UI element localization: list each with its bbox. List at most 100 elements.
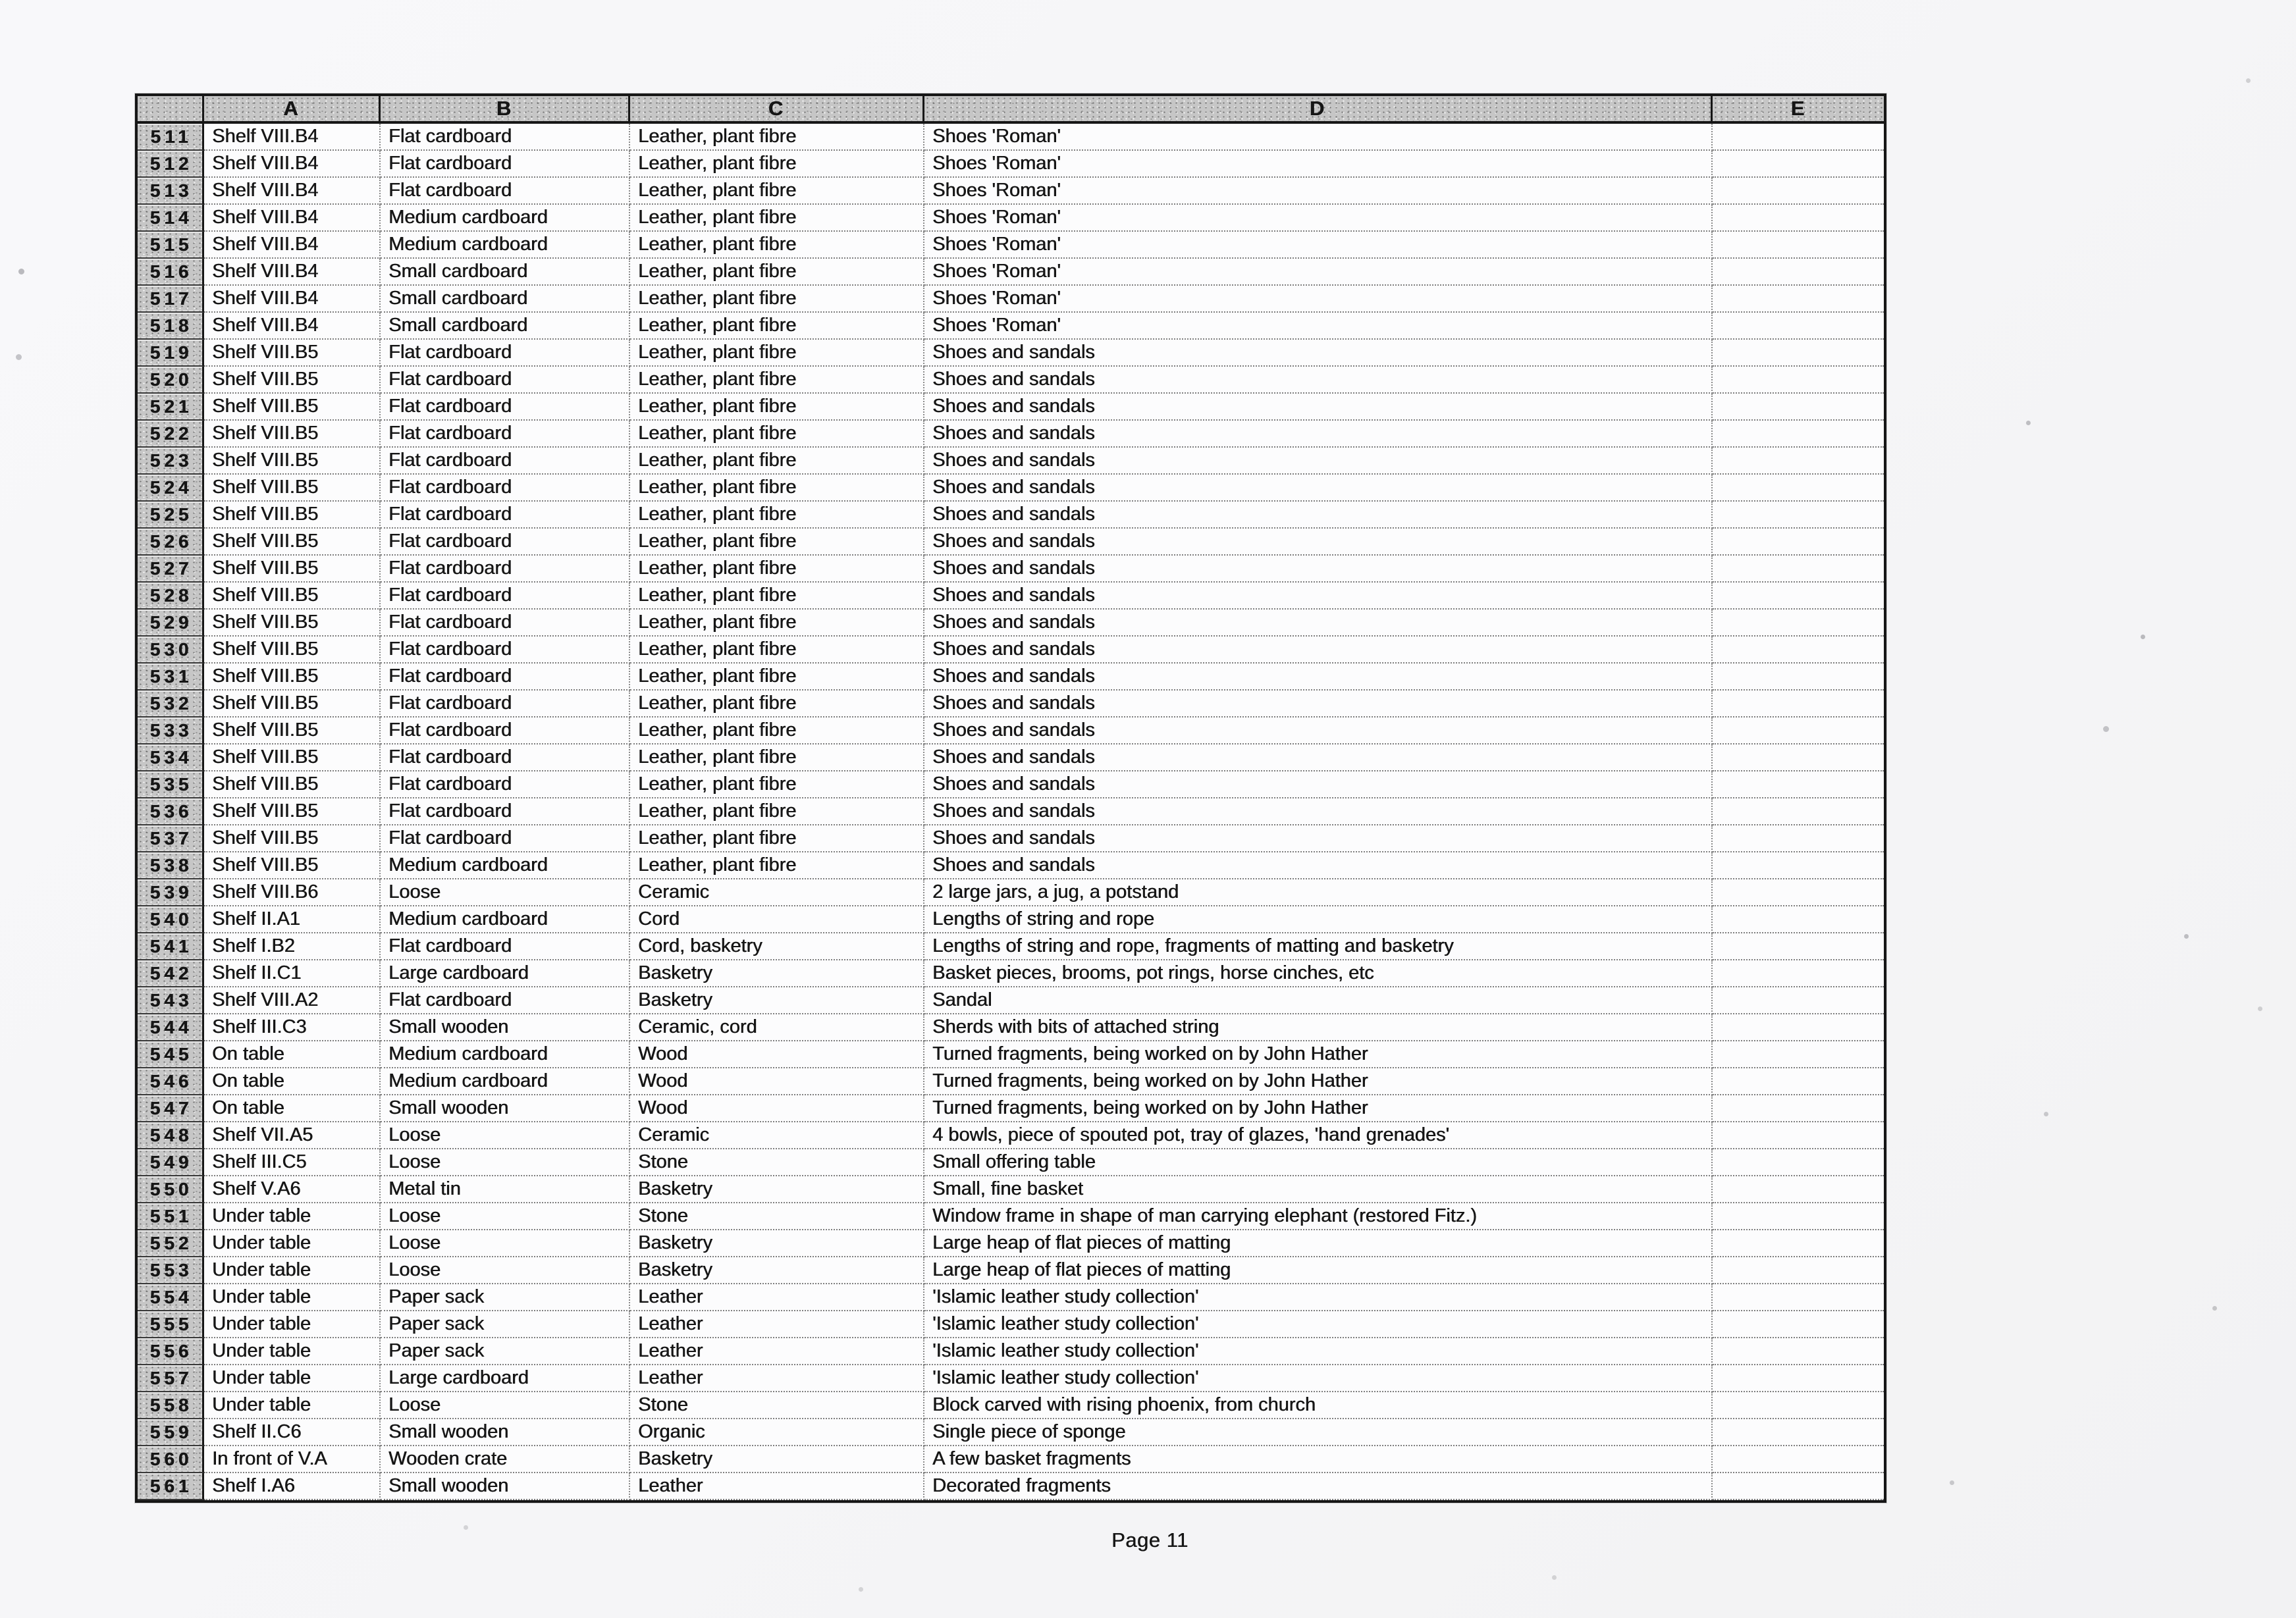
cell-location: Shelf II.C6 xyxy=(204,1419,381,1446)
row-number-cell: 521 xyxy=(138,394,204,421)
page-number-label: Page 11 xyxy=(1111,1528,1188,1552)
cell-empty xyxy=(1713,259,1884,286)
cell-container: Flat cardboard xyxy=(381,933,630,960)
cell-material: Leather, plant fibre xyxy=(630,313,924,340)
row-number-cell: 548 xyxy=(138,1122,204,1149)
cell-location: Shelf VIII.B5 xyxy=(204,583,381,610)
cell-container: Medium cardboard xyxy=(381,232,630,259)
cell-container: Small wooden xyxy=(381,1095,630,1122)
table-row: 538 Shelf VIII.B5 Medium cardboard Leath… xyxy=(138,852,1884,879)
cell-container: Flat cardboard xyxy=(381,178,630,205)
cell-location: Shelf VIII.B5 xyxy=(204,502,381,529)
row-number-cell: 525 xyxy=(138,502,204,529)
cell-container: Loose xyxy=(381,1203,630,1230)
cell-description: 'Islamic leather study collection' xyxy=(924,1365,1713,1392)
cell-description: Turned fragments, being worked on by Joh… xyxy=(924,1095,1713,1122)
cell-material: Wood xyxy=(630,1068,924,1095)
cell-description: Shoes 'Roman' xyxy=(924,232,1713,259)
row-number-cell: 529 xyxy=(138,610,204,637)
cell-material: Leather xyxy=(630,1284,924,1311)
cell-material: Leather, plant fibre xyxy=(630,852,924,879)
cell-location: Shelf VIII.B5 xyxy=(204,718,381,744)
cell-description: Sherds with bits of attached string xyxy=(924,1014,1713,1041)
row-number-cell: 553 xyxy=(138,1257,204,1284)
row-number-cell: 545 xyxy=(138,1041,204,1068)
cell-empty xyxy=(1713,340,1884,367)
cell-container: Metal tin xyxy=(381,1176,630,1203)
table-row: 549 Shelf III.C5 Loose Stone Small offer… xyxy=(138,1149,1884,1176)
cell-empty xyxy=(1713,1095,1884,1122)
cell-container: Medium cardboard xyxy=(381,852,630,879)
cell-container: Flat cardboard xyxy=(381,610,630,637)
cell-material: Leather xyxy=(630,1311,924,1338)
cell-description: Shoes and sandals xyxy=(924,744,1713,771)
table-row: 543 Shelf VIII.A2 Flat cardboard Basketr… xyxy=(138,987,1884,1014)
cell-material: Leather, plant fibre xyxy=(630,286,924,313)
cell-empty xyxy=(1713,1176,1884,1203)
cell-container: Flat cardboard xyxy=(381,825,630,852)
row-number-cell: 511 xyxy=(138,124,204,151)
cell-empty xyxy=(1713,987,1884,1014)
cell-container: Flat cardboard xyxy=(381,340,630,367)
table-row: 547 On table Small wooden Wood Turned fr… xyxy=(138,1095,1884,1122)
cell-container: Small wooden xyxy=(381,1014,630,1041)
cell-container: Medium cardboard xyxy=(381,1041,630,1068)
cell-empty xyxy=(1713,286,1884,313)
cell-empty xyxy=(1713,610,1884,637)
cell-description: Shoes and sandals xyxy=(924,664,1713,691)
cell-container: Flat cardboard xyxy=(381,502,630,529)
cell-location: Shelf VIII.B5 xyxy=(204,421,381,448)
cell-material: Basketry xyxy=(630,1446,924,1473)
cell-description: Sandal xyxy=(924,987,1713,1014)
cell-container: Flat cardboard xyxy=(381,664,630,691)
row-number-cell: 556 xyxy=(138,1338,204,1365)
cell-description: 'Islamic leather study collection' xyxy=(924,1311,1713,1338)
row-number-cell: 546 xyxy=(138,1068,204,1095)
cell-empty xyxy=(1713,744,1884,771)
cell-container: Loose xyxy=(381,879,630,906)
row-number-cell: 541 xyxy=(138,933,204,960)
cell-empty xyxy=(1713,1203,1884,1230)
cell-container: Flat cardboard xyxy=(381,987,630,1014)
cell-empty xyxy=(1713,1014,1884,1041)
cell-location: Shelf VIII.B5 xyxy=(204,852,381,879)
table-row: 535 Shelf VIII.B5 Flat cardboard Leather… xyxy=(138,771,1884,798)
cell-material: Wood xyxy=(630,1095,924,1122)
cell-empty xyxy=(1713,1473,1884,1500)
table-row: 513 Shelf VIII.B4 Flat cardboard Leather… xyxy=(138,178,1884,205)
cell-description: A few basket fragments xyxy=(924,1446,1713,1473)
cell-location: Under table xyxy=(204,1203,381,1230)
cell-container: Flat cardboard xyxy=(381,475,630,502)
cell-description: Large heap of flat pieces of matting xyxy=(924,1230,1713,1257)
cell-location: Shelf VIII.B5 xyxy=(204,610,381,637)
table-row: 561 Shelf I.A6 Small wooden Leather Deco… xyxy=(138,1473,1884,1500)
cell-container: Small wooden xyxy=(381,1419,630,1446)
cell-material: Leather xyxy=(630,1338,924,1365)
row-number-cell: 527 xyxy=(138,556,204,583)
cell-description: Lengths of string and rope xyxy=(924,906,1713,933)
cell-empty xyxy=(1713,529,1884,556)
cell-container: Flat cardboard xyxy=(381,421,630,448)
cell-empty xyxy=(1713,1149,1884,1176)
cell-empty xyxy=(1713,852,1884,879)
row-number-cell: 561 xyxy=(138,1473,204,1500)
table-row: 551 Under table Loose Stone Window frame… xyxy=(138,1203,1884,1230)
cell-description: Shoes and sandals xyxy=(924,718,1713,744)
cell-empty xyxy=(1713,879,1884,906)
cell-location: Under table xyxy=(204,1338,381,1365)
table-row: 532 Shelf VIII.B5 Flat cardboard Leather… xyxy=(138,691,1884,718)
cell-empty xyxy=(1713,1311,1884,1338)
cell-description: Shoes and sandals xyxy=(924,367,1713,394)
cell-material: Basketry xyxy=(630,960,924,987)
cell-description: Shoes and sandals xyxy=(924,502,1713,529)
table-row: 520 Shelf VIII.B5 Flat cardboard Leather… xyxy=(138,367,1884,394)
cell-location: Shelf VIII.B5 xyxy=(204,637,381,664)
cell-material: Leather, plant fibre xyxy=(630,232,924,259)
row-number-cell: 519 xyxy=(138,340,204,367)
table-row: 537 Shelf VIII.B5 Flat cardboard Leather… xyxy=(138,825,1884,852)
row-number-cell: 537 xyxy=(138,825,204,852)
cell-material: Leather, plant fibre xyxy=(630,583,924,610)
cell-location: On table xyxy=(204,1041,381,1068)
cell-location: Under table xyxy=(204,1311,381,1338)
cell-material: Leather, plant fibre xyxy=(630,367,924,394)
